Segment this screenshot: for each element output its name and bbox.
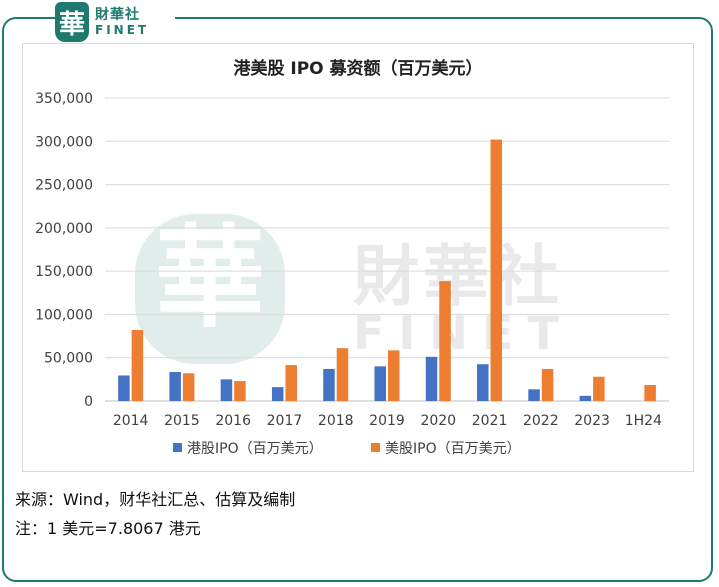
- logo-text: 財華社 FINET: [95, 8, 149, 36]
- legend-swatch: [371, 443, 380, 452]
- x-tick-label: 2021: [472, 413, 508, 429]
- bar-us: [336, 348, 349, 401]
- y-tick-label: 200,000: [35, 221, 93, 237]
- legend-item-us: 美股IPO（百万美元）: [371, 441, 521, 457]
- legend-label: 港股IPO（百万美元）: [187, 441, 323, 457]
- y-tick-label: 50,000: [44, 351, 93, 367]
- bar-us: [234, 381, 246, 401]
- legend-item-hk: 港股IPO（百万美元）: [173, 441, 323, 457]
- bar-us: [541, 368, 554, 401]
- x-tick-label: 2016: [215, 413, 251, 429]
- bar-hk: [579, 395, 592, 401]
- bar-us: [490, 139, 503, 401]
- bar-hk: [374, 366, 386, 401]
- bar-us: [182, 373, 195, 401]
- bar-hk: [425, 356, 438, 401]
- x-tick-label: 2023: [574, 413, 610, 429]
- bar-us: [285, 365, 297, 401]
- watermark-badge-icon: [135, 214, 285, 364]
- bar-hk: [271, 387, 284, 401]
- y-tick-label: 350,000: [35, 91, 93, 107]
- bar-hk: [528, 389, 540, 401]
- x-tick-label: 2015: [164, 413, 200, 429]
- x-tick-label: 2018: [318, 413, 354, 429]
- bar-us: [644, 384, 656, 401]
- bar-hk: [169, 371, 181, 401]
- brand-logo: 華 財華社 FINET: [55, 0, 175, 44]
- bar-us: [439, 281, 451, 401]
- legend-label: 美股IPO（百万美元）: [385, 441, 521, 457]
- bar-hk: [477, 364, 489, 401]
- bar-us: [388, 350, 400, 401]
- watermark-badge-char: 華: [155, 213, 265, 342]
- chart-container: 港美股 IPO 募资额（百万美元） 華 財華社 FINET 0 50,000 100,00…: [22, 43, 694, 472]
- x-tick-label: 2020: [420, 413, 456, 429]
- logo-name-en: FINET: [95, 23, 150, 37]
- x-tick-label: 2019: [369, 413, 405, 429]
- source-note: 来源：Wind，财华社汇总、估算及编制: [15, 490, 296, 509]
- bar-hk: [323, 368, 335, 401]
- watermark-name-cn: 財華社: [353, 238, 563, 315]
- y-tick-label: 300,000: [35, 134, 93, 150]
- logo-name-cn: 財華社: [95, 7, 140, 23]
- footnote: 注：1 美元=7.8067 港元: [15, 519, 201, 538]
- bar-hk: [118, 375, 130, 401]
- x-tick-label: 2017: [267, 413, 303, 429]
- legend-swatch: [173, 443, 182, 452]
- bar-us: [131, 330, 144, 401]
- chart-title: 港美股 IPO 募资额（百万美元）: [233, 59, 483, 79]
- x-tick-label: 2014: [113, 413, 149, 429]
- x-tick-label: 1H24: [625, 413, 662, 429]
- x-tick-label: 2022: [523, 413, 559, 429]
- y-tick-label: 250,000: [35, 178, 93, 194]
- y-tick-label: 100,000: [35, 307, 93, 323]
- y-tick-label: 150,000: [35, 264, 93, 280]
- bar-hk: [220, 379, 233, 401]
- logo-badge-icon: 華: [55, 2, 89, 42]
- bar-us: [593, 376, 605, 401]
- watermark-name-en: FINET: [353, 306, 573, 360]
- y-tick-label: 0: [84, 394, 93, 410]
